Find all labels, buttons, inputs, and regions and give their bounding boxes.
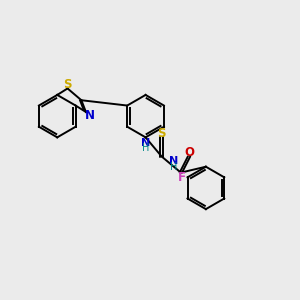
Text: O: O (184, 146, 194, 159)
Text: S: S (63, 78, 72, 91)
Text: F: F (178, 171, 186, 184)
Text: N: N (84, 109, 94, 122)
Text: N: N (141, 138, 150, 148)
Text: S: S (158, 127, 166, 140)
Text: H: H (142, 143, 149, 153)
Text: N: N (169, 156, 178, 166)
Text: H: H (170, 162, 177, 172)
